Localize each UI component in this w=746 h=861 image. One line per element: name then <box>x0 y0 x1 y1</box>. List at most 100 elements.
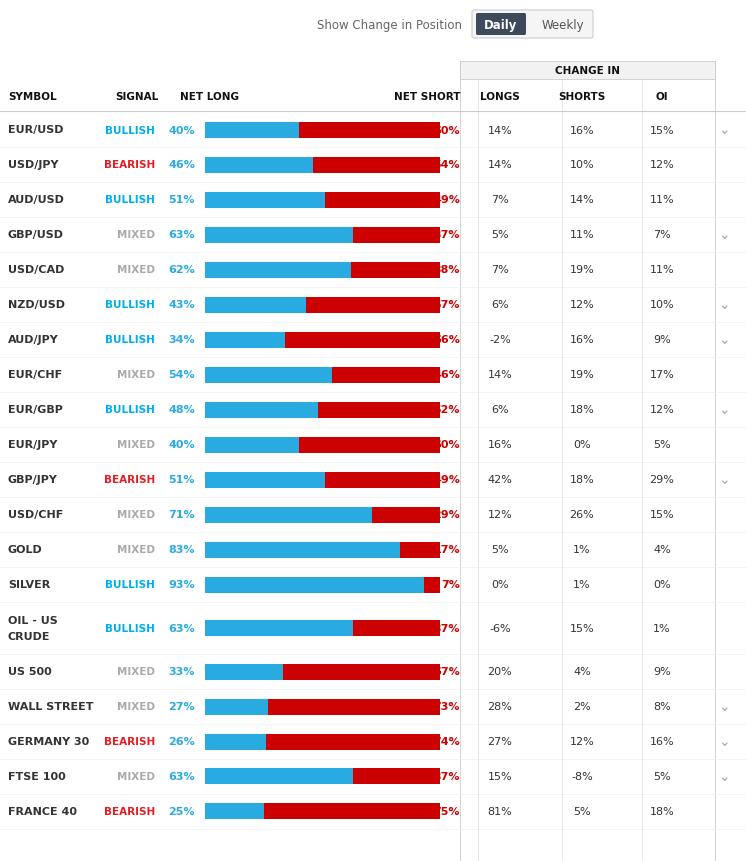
Bar <box>353 620 440 636</box>
Text: 7%: 7% <box>491 265 509 276</box>
Text: 11%: 11% <box>650 265 674 276</box>
Bar <box>205 472 325 488</box>
Text: 6%: 6% <box>491 300 509 310</box>
Bar <box>351 263 440 278</box>
Text: ⌄: ⌄ <box>718 473 730 487</box>
Text: 8%: 8% <box>653 702 671 712</box>
Text: MIXED: MIXED <box>117 510 155 520</box>
Text: NET SHORT: NET SHORT <box>393 92 460 102</box>
Bar <box>266 734 440 750</box>
Text: 73%: 73% <box>433 702 460 712</box>
Text: 15%: 15% <box>650 126 674 135</box>
Text: MIXED: MIXED <box>117 440 155 450</box>
Text: NZD/USD: NZD/USD <box>8 300 65 310</box>
Text: MIXED: MIXED <box>117 771 155 782</box>
Bar <box>205 698 269 715</box>
Text: 81%: 81% <box>488 807 513 816</box>
Text: 20%: 20% <box>488 666 513 677</box>
Text: Weekly: Weekly <box>542 18 584 32</box>
Text: 12%: 12% <box>650 160 674 170</box>
Text: 34%: 34% <box>169 335 195 345</box>
Text: LONGS: LONGS <box>480 92 520 102</box>
Text: 5%: 5% <box>573 807 591 816</box>
Text: Show Change in Position: Show Change in Position <box>317 18 462 32</box>
Bar <box>332 367 440 383</box>
Text: 26%: 26% <box>570 510 595 520</box>
Bar <box>205 297 306 313</box>
Text: 14%: 14% <box>488 370 513 380</box>
Text: WALL STREET: WALL STREET <box>8 702 93 712</box>
Bar <box>313 158 440 173</box>
Text: 63%: 63% <box>169 771 195 782</box>
Bar <box>264 803 440 820</box>
Text: 71%: 71% <box>169 510 195 520</box>
Text: US 500: US 500 <box>8 666 51 677</box>
Text: -8%: -8% <box>571 771 593 782</box>
Bar <box>460 62 715 80</box>
Text: 16%: 16% <box>570 335 595 345</box>
Text: Daily: Daily <box>484 18 518 32</box>
Text: 12%: 12% <box>570 300 595 310</box>
Text: BEARISH: BEARISH <box>104 737 155 746</box>
Text: 60%: 60% <box>433 126 460 135</box>
Text: GERMANY 30: GERMANY 30 <box>8 737 90 746</box>
Text: 19%: 19% <box>570 370 595 380</box>
Text: 17%: 17% <box>650 370 674 380</box>
Text: 93%: 93% <box>169 579 195 590</box>
Bar <box>205 664 283 679</box>
Text: AUD/JPY: AUD/JPY <box>8 335 59 345</box>
Text: ⌄: ⌄ <box>718 734 730 748</box>
Text: 28%: 28% <box>488 702 513 712</box>
Text: 15%: 15% <box>488 771 513 782</box>
Text: 14%: 14% <box>488 160 513 170</box>
Bar <box>269 698 440 715</box>
Text: 57%: 57% <box>433 300 460 310</box>
Text: AUD/USD: AUD/USD <box>8 195 65 205</box>
Text: BULLISH: BULLISH <box>105 195 155 205</box>
Text: 40%: 40% <box>169 126 195 135</box>
Text: 12%: 12% <box>650 405 674 415</box>
Text: ⌄: ⌄ <box>718 298 730 313</box>
Bar <box>325 472 440 488</box>
Text: 49%: 49% <box>433 475 460 485</box>
Text: SHORTS: SHORTS <box>558 92 606 102</box>
Text: 37%: 37% <box>433 771 460 782</box>
Text: EUR/JPY: EUR/JPY <box>8 440 57 450</box>
Text: 49%: 49% <box>433 195 460 205</box>
Text: 5%: 5% <box>491 230 509 240</box>
Text: 19%: 19% <box>570 265 595 276</box>
Text: 75%: 75% <box>433 807 460 816</box>
Bar <box>205 803 264 820</box>
Text: 18%: 18% <box>570 405 595 415</box>
Text: SILVER: SILVER <box>8 579 50 590</box>
Bar <box>318 402 440 418</box>
Text: Daily: Daily <box>484 18 518 32</box>
Text: 0%: 0% <box>491 579 509 590</box>
Text: 14%: 14% <box>488 126 513 135</box>
Text: 1%: 1% <box>653 623 671 633</box>
Text: 7%: 7% <box>491 195 509 205</box>
Bar <box>205 158 313 173</box>
Bar <box>283 664 440 679</box>
Text: OI: OI <box>656 92 668 102</box>
Text: 51%: 51% <box>169 475 195 485</box>
Text: -6%: -6% <box>489 623 511 633</box>
Text: MIXED: MIXED <box>117 370 155 380</box>
Text: USD/CHF: USD/CHF <box>8 510 63 520</box>
Text: ⌄: ⌄ <box>718 700 730 714</box>
Text: 63%: 63% <box>169 230 195 240</box>
Text: 51%: 51% <box>169 195 195 205</box>
Text: CHANGE IN: CHANGE IN <box>555 66 620 76</box>
Text: 40%: 40% <box>169 440 195 450</box>
Text: BULLISH: BULLISH <box>105 579 155 590</box>
Text: EUR/GBP: EUR/GBP <box>8 405 63 415</box>
Text: BULLISH: BULLISH <box>105 405 155 415</box>
Text: 60%: 60% <box>433 440 460 450</box>
Text: 43%: 43% <box>169 300 195 310</box>
Bar <box>205 227 353 243</box>
Bar <box>205 367 332 383</box>
Text: 52%: 52% <box>433 405 460 415</box>
Bar <box>306 297 440 313</box>
Text: 18%: 18% <box>650 807 674 816</box>
Bar <box>205 192 325 208</box>
